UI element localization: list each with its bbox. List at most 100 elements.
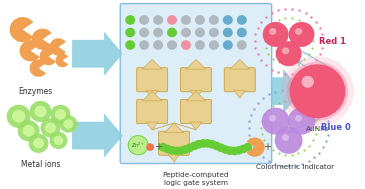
- Circle shape: [209, 28, 219, 37]
- Polygon shape: [190, 90, 202, 98]
- Point: [246, 120, 252, 123]
- Point: [309, 33, 315, 36]
- Circle shape: [295, 115, 302, 122]
- Polygon shape: [142, 91, 162, 101]
- FancyBboxPatch shape: [224, 68, 255, 92]
- Point: [266, 160, 272, 163]
- Circle shape: [269, 115, 276, 122]
- Circle shape: [125, 15, 135, 25]
- Point: [325, 133, 331, 136]
- Circle shape: [243, 143, 252, 151]
- Circle shape: [153, 15, 163, 25]
- Circle shape: [199, 139, 208, 148]
- Text: Enzymes: Enzymes: [19, 87, 53, 96]
- Wedge shape: [39, 48, 56, 65]
- Circle shape: [139, 40, 149, 50]
- Point: [265, 144, 270, 147]
- Point: [293, 88, 299, 91]
- Text: Red 1: Red 1: [319, 37, 346, 46]
- Point: [296, 71, 302, 74]
- Point: [311, 156, 317, 159]
- Circle shape: [33, 138, 44, 149]
- Wedge shape: [32, 29, 51, 50]
- Point: [263, 33, 269, 36]
- Circle shape: [262, 108, 289, 135]
- Point: [286, 88, 292, 91]
- Point: [251, 107, 257, 110]
- Point: [293, 164, 299, 167]
- Point: [270, 149, 276, 152]
- Point: [258, 126, 264, 129]
- Point: [263, 64, 269, 67]
- Circle shape: [282, 134, 289, 141]
- Point: [320, 146, 326, 149]
- Circle shape: [41, 118, 61, 137]
- Circle shape: [185, 143, 194, 152]
- Point: [260, 97, 266, 100]
- FancyBboxPatch shape: [158, 131, 189, 155]
- Point: [289, 100, 295, 103]
- Point: [260, 156, 266, 159]
- Circle shape: [181, 40, 191, 50]
- Text: +: +: [154, 142, 162, 152]
- Point: [263, 46, 269, 49]
- Circle shape: [167, 40, 177, 50]
- Point: [248, 139, 254, 143]
- Circle shape: [287, 62, 348, 121]
- Polygon shape: [142, 60, 162, 69]
- Circle shape: [209, 15, 219, 25]
- Point: [319, 33, 324, 36]
- Point: [296, 61, 301, 64]
- Point: [282, 153, 288, 156]
- Point: [326, 126, 331, 129]
- Point: [276, 152, 282, 155]
- Point: [309, 46, 315, 49]
- Point: [275, 9, 281, 12]
- Point: [289, 72, 295, 75]
- Point: [269, 68, 274, 71]
- Circle shape: [55, 109, 66, 120]
- Point: [246, 126, 251, 129]
- Point: [248, 113, 254, 116]
- Circle shape: [7, 105, 31, 128]
- Point: [269, 11, 274, 14]
- Circle shape: [269, 28, 276, 35]
- Circle shape: [23, 125, 35, 137]
- Circle shape: [301, 76, 314, 88]
- Point: [282, 17, 288, 20]
- Point: [258, 20, 264, 23]
- Point: [275, 71, 281, 74]
- Point: [323, 139, 329, 143]
- Circle shape: [223, 15, 233, 25]
- Circle shape: [208, 140, 216, 149]
- Circle shape: [194, 140, 203, 149]
- Circle shape: [289, 22, 315, 47]
- Point: [313, 120, 319, 123]
- Point: [316, 26, 322, 29]
- Point: [306, 27, 312, 30]
- Circle shape: [209, 40, 219, 50]
- Point: [276, 19, 281, 22]
- Point: [270, 57, 276, 60]
- Point: [306, 93, 311, 96]
- Point: [316, 53, 322, 56]
- Circle shape: [237, 15, 247, 25]
- Point: [282, 72, 288, 75]
- Point: [258, 120, 264, 123]
- Circle shape: [274, 127, 303, 154]
- Circle shape: [54, 136, 64, 145]
- Circle shape: [64, 119, 73, 129]
- Circle shape: [172, 147, 181, 155]
- Circle shape: [45, 122, 56, 133]
- Polygon shape: [146, 122, 158, 130]
- Circle shape: [212, 142, 221, 150]
- Circle shape: [168, 146, 176, 155]
- Circle shape: [282, 47, 289, 54]
- Point: [270, 104, 276, 107]
- Circle shape: [226, 146, 234, 155]
- Circle shape: [139, 28, 149, 37]
- Text: Metal ions: Metal ions: [21, 160, 60, 169]
- Polygon shape: [230, 60, 250, 69]
- Text: Peptide-computed
logic gate system: Peptide-computed logic gate system: [163, 172, 229, 186]
- Point: [313, 59, 319, 62]
